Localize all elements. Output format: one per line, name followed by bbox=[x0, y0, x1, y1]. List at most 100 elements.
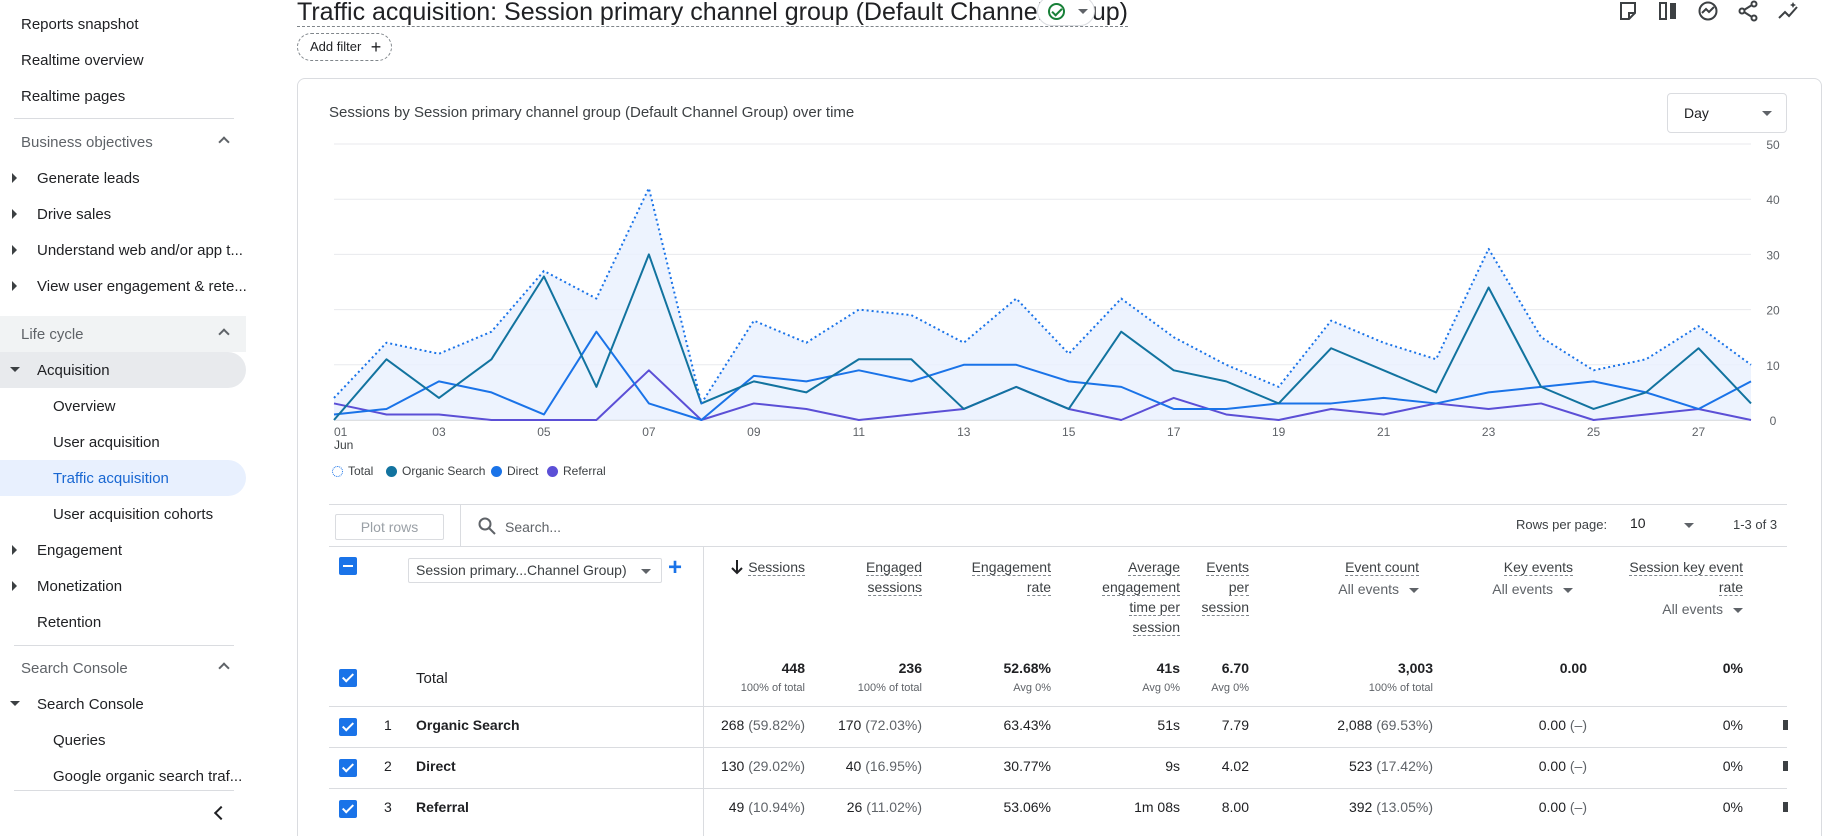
table-search-input[interactable] bbox=[505, 515, 905, 539]
col-engagement-rate[interactable]: Engagement rate bbox=[961, 557, 1051, 597]
customize-report-icon[interactable] bbox=[1617, 0, 1639, 22]
nav-reports-snapshot[interactable]: Reports snapshot bbox=[21, 6, 139, 42]
section-life-cycle[interactable]: Life cycle bbox=[0, 316, 246, 352]
col-sessions[interactable]: Sessions bbox=[725, 557, 805, 577]
nav-retention[interactable]: Retention bbox=[37, 604, 101, 640]
caret-right-icon bbox=[12, 173, 17, 183]
rows-per-page-select[interactable]: 10 bbox=[1630, 515, 1694, 537]
nav-google-organic-search-traffic[interactable]: Google organic search traf... bbox=[53, 758, 248, 794]
nav-search-console-group[interactable]: Search Console bbox=[0, 686, 246, 722]
nav-traffic-acquisition[interactable]: Traffic acquisition bbox=[53, 460, 169, 496]
legend-direct[interactable]: Direct bbox=[491, 462, 538, 480]
cell-value: 392 bbox=[1348, 799, 1373, 815]
nav-engagement[interactable]: Engagement bbox=[0, 532, 246, 568]
collapse-nav-button[interactable] bbox=[212, 804, 229, 824]
nav-queries[interactable]: Queries bbox=[53, 722, 106, 758]
nav-realtime-pages[interactable]: Realtime pages bbox=[21, 78, 125, 114]
cell-value: 8.00 bbox=[1221, 799, 1249, 815]
row-checkbox[interactable] bbox=[339, 800, 357, 818]
col-event-count[interactable]: Event count All events bbox=[1279, 557, 1419, 599]
add-dimension-button[interactable]: + bbox=[668, 554, 683, 581]
event-filter-select[interactable]: All events bbox=[1279, 579, 1419, 599]
row-index: 1 bbox=[384, 717, 392, 733]
nav-label: User acquisition cohorts bbox=[53, 505, 214, 523]
cell-percent: (11.02%) bbox=[866, 799, 922, 815]
nav-user-acquisition-cohorts[interactable]: User acquisition cohorts bbox=[53, 496, 213, 532]
legend-total[interactable]: Total bbox=[332, 462, 373, 480]
col-label: Session key event rate bbox=[1629, 559, 1743, 596]
total-rate: 52.68% bbox=[1003, 660, 1051, 676]
dimension-select[interactable]: Session primary...Channel Group) bbox=[408, 558, 662, 583]
nav-generate-leads[interactable]: Generate leads bbox=[0, 160, 246, 196]
total-row-label: Total bbox=[416, 670, 448, 687]
row-key_rate: 0% bbox=[1723, 799, 1743, 815]
col-label: Sessions bbox=[748, 559, 805, 576]
nav-drive-sales[interactable]: Drive sales bbox=[0, 196, 246, 232]
x-month-label: Jun bbox=[334, 438, 354, 452]
page-title[interactable]: Traffic acquisition: Session primary cha… bbox=[297, 0, 1128, 27]
caret-right-icon bbox=[12, 581, 17, 591]
nav-understand-web-app[interactable]: Understand web and/or app t... bbox=[0, 232, 246, 268]
insights-icon[interactable] bbox=[1697, 0, 1719, 22]
cell-value: 0% bbox=[1722, 758, 1743, 774]
caret-right-icon bbox=[12, 245, 17, 255]
col-average-engagement-time[interactable]: Average engagement time per session bbox=[1096, 557, 1180, 637]
row-engaged: 26 (11.02%) bbox=[847, 799, 922, 815]
row-checkbox[interactable] bbox=[339, 759, 357, 777]
granularity-select[interactable]: Day bbox=[1667, 93, 1787, 133]
legend-organic-search[interactable]: Organic Search bbox=[386, 462, 485, 480]
share-icon[interactable] bbox=[1737, 0, 1759, 22]
section-label: Life cycle bbox=[21, 325, 84, 343]
nav-monetization[interactable]: Monetization bbox=[0, 568, 246, 604]
nav-traffic-acquisition-bg bbox=[0, 460, 246, 496]
row-checkbox[interactable] bbox=[339, 718, 357, 736]
event-filter-select[interactable]: All events bbox=[1433, 579, 1573, 599]
compare-icon[interactable] bbox=[1657, 0, 1679, 22]
legend-referral[interactable]: Referral bbox=[547, 462, 606, 480]
row-key_rate: 0% bbox=[1723, 717, 1743, 733]
col-session-key-event-rate[interactable]: Session key event rate All events bbox=[1603, 557, 1743, 619]
nav-user-acquisition[interactable]: User acquisition bbox=[53, 424, 160, 460]
section-search-console[interactable]: Search Console bbox=[0, 650, 246, 686]
sort-descending-icon[interactable] bbox=[730, 558, 744, 576]
col-engaged-sessions[interactable]: Engaged sessions bbox=[842, 557, 922, 597]
legend-label: Organic Search bbox=[402, 464, 486, 478]
col-key-events[interactable]: Key events All events bbox=[1433, 557, 1573, 599]
x-tick-label: 25 bbox=[1587, 425, 1601, 439]
nav-label: Realtime overview bbox=[21, 51, 144, 69]
plot-rows-button[interactable]: Plot rows bbox=[335, 514, 444, 540]
nav-label: Reports snapshot bbox=[21, 15, 139, 33]
nav-overview[interactable]: Overview bbox=[53, 388, 116, 424]
row-key: 0.00 (–) bbox=[1539, 717, 1587, 733]
row-key: 0.00 (–) bbox=[1539, 758, 1587, 774]
cell-percent: (69.53%) bbox=[1376, 717, 1433, 733]
caret-right-icon bbox=[12, 281, 17, 291]
trend-sparkle-icon[interactable] bbox=[1777, 0, 1799, 22]
row-channel-name[interactable]: Direct bbox=[416, 758, 456, 774]
caret-right-icon bbox=[12, 209, 17, 219]
cell-percent: (–) bbox=[1569, 799, 1587, 815]
y-tick-label: 30 bbox=[1766, 248, 1780, 262]
select-all-checkbox[interactable] bbox=[339, 557, 357, 575]
row-overflow-marker bbox=[1783, 761, 1788, 771]
nav-user-engagement-retention[interactable]: View user engagement & rete... bbox=[0, 268, 246, 304]
total-row-checkbox[interactable] bbox=[339, 669, 357, 687]
total-sessions: 448 bbox=[781, 660, 805, 676]
nav-realtime-overview[interactable]: Realtime overview bbox=[21, 42, 144, 78]
report-status-dropdown[interactable] bbox=[1037, 0, 1095, 26]
section-life-cycle-bg bbox=[0, 316, 246, 352]
event-filter-select[interactable]: All events bbox=[1603, 599, 1743, 619]
nav-divider bbox=[14, 790, 234, 791]
row-channel-name[interactable]: Organic Search bbox=[416, 717, 520, 733]
cell-value: 0% bbox=[1722, 799, 1743, 815]
add-filter-button[interactable]: Add filter + bbox=[297, 33, 393, 61]
row-overflow-marker bbox=[1783, 802, 1788, 812]
section-business-objectives[interactable]: Business objectives bbox=[0, 124, 246, 160]
col-events-per-session[interactable]: Events per session bbox=[1189, 557, 1249, 617]
row-channel-name[interactable]: Referral bbox=[416, 799, 469, 815]
total-sessions-sub: 100% of total bbox=[740, 682, 805, 694]
row-rate: 63.43% bbox=[1004, 717, 1051, 733]
total-events: 3,003 bbox=[1397, 660, 1433, 676]
nav-acquisition[interactable]: Acquisition bbox=[0, 352, 246, 388]
nav-label: View user engagement & rete... bbox=[37, 277, 246, 295]
